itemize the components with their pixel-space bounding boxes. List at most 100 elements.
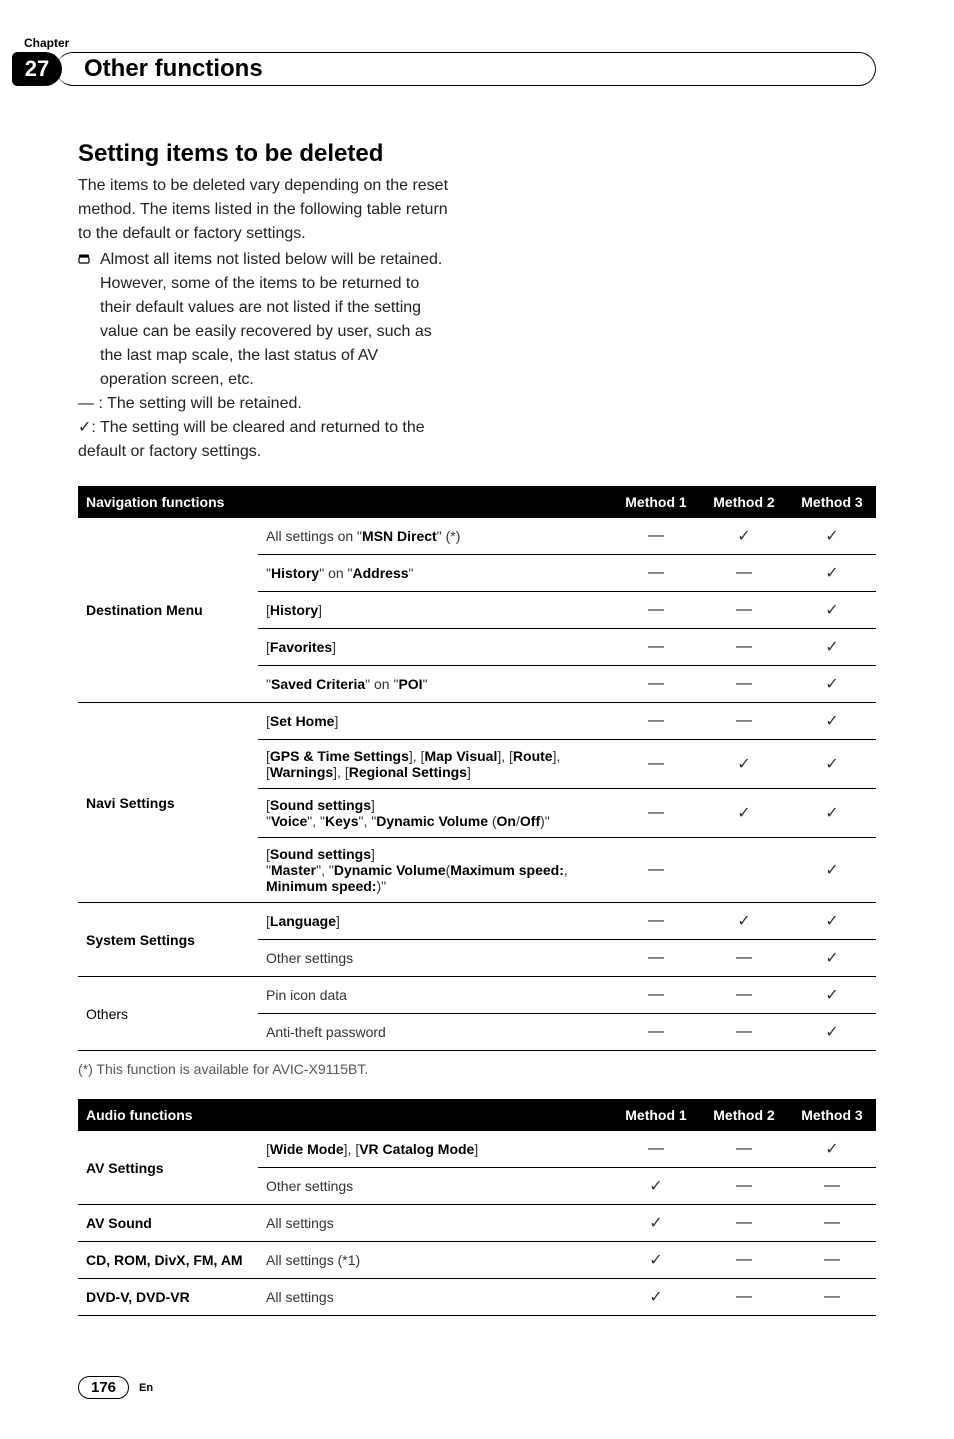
item-cell: All settings [258, 1205, 612, 1242]
method-cell: — [612, 703, 700, 740]
method-cell: ✓ [612, 1242, 700, 1279]
method-cell: — [612, 903, 700, 940]
col-header-m2: Method 2 [700, 1099, 788, 1131]
category-cell: Others [78, 977, 258, 1051]
method-cell: — [700, 1205, 788, 1242]
method-cell: — [612, 838, 700, 903]
col-header-m3: Method 3 [788, 1099, 876, 1131]
table-row: OthersPin icon data——✓ [78, 977, 876, 1014]
method-cell: ✓ [788, 629, 876, 666]
method-cell: ✓ [788, 838, 876, 903]
method-cell: — [700, 1131, 788, 1168]
table-row: AV Settings[Wide Mode], [VR Catalog Mode… [78, 1131, 876, 1168]
chapter-label: Chapter [24, 36, 69, 50]
method-cell: ✓ [788, 740, 876, 789]
method-cell: ✓ [700, 789, 788, 838]
method-cell: — [612, 940, 700, 977]
category-cell: System Settings [78, 903, 258, 977]
note-bullet: Almost all items not listed below will b… [78, 248, 448, 392]
nav-functions-table: Navigation functions Method 1 Method 2 M… [78, 486, 876, 1051]
method-cell: — [700, 629, 788, 666]
item-cell: [History] [258, 592, 612, 629]
method-cell: ✓ [788, 977, 876, 1014]
item-cell: [Language] [258, 903, 612, 940]
audio-functions-table: Audio functions Method 1 Method 2 Method… [78, 1099, 876, 1316]
method-cell: — [612, 1131, 700, 1168]
method-cell: — [788, 1205, 876, 1242]
nav-footnote: (*) This function is available for AVIC-… [78, 1061, 876, 1077]
method-cell: — [700, 592, 788, 629]
method-cell: ✓ [700, 903, 788, 940]
table-row: Navi Settings[Set Home]——✓ [78, 703, 876, 740]
method-cell [700, 838, 788, 903]
table-row: Destination MenuAll settings on "MSN Dir… [78, 518, 876, 555]
method-cell: — [700, 666, 788, 703]
method-cell: ✓ [788, 1014, 876, 1051]
method-cell: ✓ [612, 1168, 700, 1205]
item-cell: All settings (*1) [258, 1242, 612, 1279]
method-cell: ✓ [788, 518, 876, 555]
table-row: System Settings[Language]—✓✓ [78, 903, 876, 940]
method-cell: ✓ [788, 1131, 876, 1168]
col-header-title: Navigation functions [78, 486, 258, 518]
table-header-row: Navigation functions Method 1 Method 2 M… [78, 486, 876, 518]
section-intro: The items to be deleted vary depending o… [78, 174, 448, 246]
method-cell: — [612, 789, 700, 838]
col-header-blank [258, 1099, 612, 1131]
method-cell: — [700, 1014, 788, 1051]
method-cell: ✓ [788, 789, 876, 838]
item-cell: [Set Home] [258, 703, 612, 740]
page-number: 176 [78, 1376, 129, 1399]
note-icon [78, 253, 92, 392]
category-cell: DVD-V, DVD-VR [78, 1279, 258, 1316]
method-cell: — [700, 1168, 788, 1205]
method-cell: ✓ [788, 555, 876, 592]
method-cell: — [700, 977, 788, 1014]
col-header-m1: Method 1 [612, 486, 700, 518]
item-cell: [Sound settings]"Voice", "Keys", "Dynami… [258, 789, 612, 838]
method-cell: ✓ [700, 518, 788, 555]
category-cell: AV Settings [78, 1131, 258, 1205]
item-cell: [Favorites] [258, 629, 612, 666]
method-cell: — [612, 1014, 700, 1051]
table-row: DVD-V, DVD-VRAll settings✓—— [78, 1279, 876, 1316]
lang-label: En [139, 1382, 153, 1394]
table-row: AV SoundAll settings✓—— [78, 1205, 876, 1242]
method-cell: — [612, 666, 700, 703]
item-cell: "History" on "Address" [258, 555, 612, 592]
method-cell: — [788, 1242, 876, 1279]
item-cell: Pin icon data [258, 977, 612, 1014]
item-cell: Other settings [258, 1168, 612, 1205]
method-cell: — [612, 629, 700, 666]
method-cell: — [612, 977, 700, 1014]
method-cell: ✓ [612, 1205, 700, 1242]
item-cell: Other settings [258, 940, 612, 977]
method-cell: — [788, 1168, 876, 1205]
table-header-row: Audio functions Method 1 Method 2 Method… [78, 1099, 876, 1131]
category-cell: Destination Menu [78, 518, 258, 703]
method-cell: — [700, 940, 788, 977]
method-cell: — [612, 740, 700, 789]
method-cell: ✓ [700, 740, 788, 789]
method-cell: ✓ [612, 1279, 700, 1316]
col-header-title: Audio functions [78, 1099, 258, 1131]
method-cell: — [700, 703, 788, 740]
col-header-m3: Method 3 [788, 486, 876, 518]
col-header-blank [258, 486, 612, 518]
table-row: CD, ROM, DivX, FM, AMAll settings (*1)✓—… [78, 1242, 876, 1279]
note-text: Almost all items not listed below will b… [100, 248, 448, 392]
method-cell: — [788, 1279, 876, 1316]
chapter-header-frame: Other functions [56, 52, 876, 86]
method-cell: — [700, 1279, 788, 1316]
item-cell: All settings on "MSN Direct" (*) [258, 518, 612, 555]
chapter-number-tab: 27 [12, 52, 62, 86]
method-cell: ✓ [788, 940, 876, 977]
section-title: Setting items to be deleted [78, 140, 876, 168]
method-cell: ✓ [788, 592, 876, 629]
item-cell: [GPS & Time Settings], [Map Visual], [Ro… [258, 740, 612, 789]
category-cell: CD, ROM, DivX, FM, AM [78, 1242, 258, 1279]
legend-check: ✓: The setting will be cleared and retur… [78, 416, 448, 464]
method-cell: — [700, 1242, 788, 1279]
method-cell: ✓ [788, 703, 876, 740]
legend-dash: — : The setting will be retained. [78, 392, 448, 416]
